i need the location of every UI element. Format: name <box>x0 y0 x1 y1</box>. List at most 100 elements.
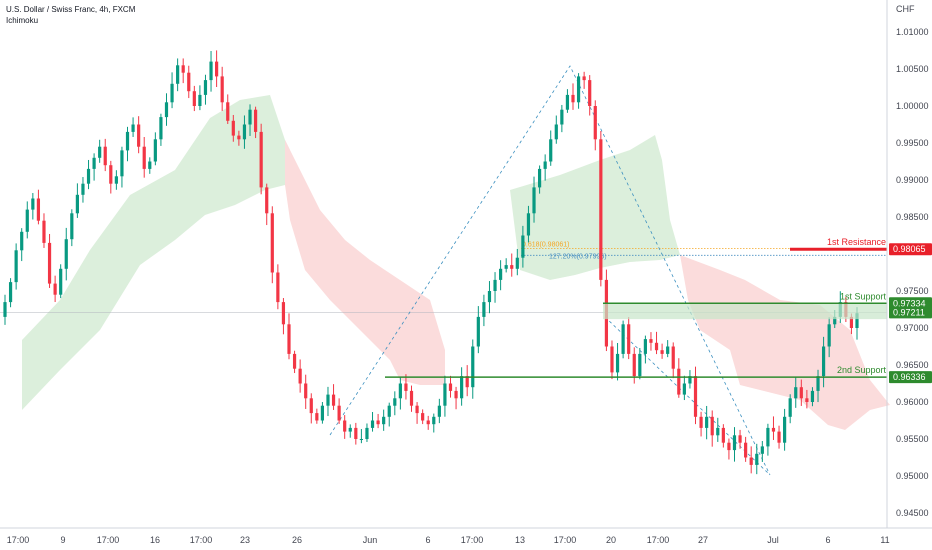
candle-body[interactable] <box>504 265 508 269</box>
candle-body[interactable] <box>181 65 185 73</box>
candle-body[interactable] <box>666 346 670 354</box>
candle-body[interactable] <box>398 383 402 399</box>
level-label-0[interactable]: 1st Resistance <box>827 237 886 247</box>
candle-body[interactable] <box>465 376 469 388</box>
x-tick-label[interactable]: 17:00 <box>7 535 30 545</box>
x-tick-label[interactable]: 6 <box>825 535 830 545</box>
x-tick-label[interactable]: 13 <box>515 535 525 545</box>
candle-body[interactable] <box>732 435 737 451</box>
level-label-2[interactable]: 2nd Support <box>837 365 887 375</box>
candle-body[interactable] <box>315 413 319 421</box>
candle-body[interactable] <box>643 339 647 354</box>
candle-body[interactable] <box>677 368 681 395</box>
candle-body[interactable] <box>471 346 475 388</box>
candle-body[interactable] <box>794 387 798 399</box>
candle-body[interactable] <box>20 231 24 251</box>
level-label-1[interactable]: 1st Support <box>840 291 887 301</box>
x-tick-label[interactable]: 9 <box>60 535 65 545</box>
candle-body[interactable] <box>788 398 792 417</box>
candle-body[interactable] <box>92 157 96 169</box>
candle-body[interactable] <box>281 302 286 325</box>
x-tick-label[interactable]: 17:00 <box>647 535 670 545</box>
candle-body[interactable] <box>31 198 35 210</box>
candle-body[interactable] <box>721 427 725 443</box>
symbol-title[interactable]: U.S. Dollar / Swiss Franc, 4h, FXCM <box>6 5 136 14</box>
candle-body[interactable] <box>638 353 642 377</box>
candle-body[interactable] <box>304 383 308 399</box>
candle-body[interactable] <box>576 76 581 103</box>
candle-body[interactable] <box>549 139 553 162</box>
indicator-label[interactable]: Ichimoku <box>6 16 39 25</box>
candle-body[interactable] <box>816 376 820 391</box>
candle-body[interactable] <box>142 146 146 169</box>
candle-body[interactable] <box>242 124 247 140</box>
x-tick-label[interactable]: 11 <box>880 535 889 545</box>
candle-body[interactable] <box>510 265 514 269</box>
candle-body[interactable] <box>198 94 202 106</box>
candle-body[interactable] <box>159 117 163 140</box>
candle-body[interactable] <box>799 387 803 399</box>
candle-body[interactable] <box>326 394 330 406</box>
candle-body[interactable] <box>75 194 79 214</box>
candle-body[interactable] <box>103 146 107 166</box>
x-tick-label[interactable]: 20 <box>606 535 616 545</box>
current-price-tag[interactable] <box>889 306 932 319</box>
candle-body[interactable] <box>354 427 358 439</box>
candle-body[interactable] <box>426 420 430 425</box>
candles[interactable] <box>3 50 859 475</box>
candle-body[interactable] <box>203 80 208 95</box>
candle-body[interactable] <box>64 239 68 269</box>
candle-body[interactable] <box>448 383 453 391</box>
candle-body[interactable] <box>220 76 224 103</box>
candle-body[interactable] <box>187 72 191 92</box>
candle-body[interactable] <box>176 65 180 84</box>
level-price-tag-1[interactable] <box>889 297 932 310</box>
candle-body[interactable] <box>515 257 519 269</box>
candle-body[interactable] <box>253 109 258 132</box>
candle-body[interactable] <box>421 413 425 421</box>
candle-body[interactable] <box>833 316 837 325</box>
candle-body[interactable] <box>783 416 787 443</box>
x-tick-label[interactable]: 17:00 <box>554 535 577 545</box>
y-tick-label[interactable]: 0.98500 <box>896 212 929 222</box>
candle-body[interactable] <box>131 124 135 132</box>
candle-body[interactable] <box>560 109 564 125</box>
candle-body[interactable] <box>615 353 620 373</box>
candle-body[interactable] <box>137 124 141 147</box>
candle-body[interactable] <box>376 420 380 425</box>
candle-body[interactable] <box>632 353 636 377</box>
y-tick-label[interactable]: 1.01000 <box>896 27 929 37</box>
x-tick-label[interactable]: 26 <box>292 535 302 545</box>
candle-body[interactable] <box>148 161 152 169</box>
x-tick-label[interactable]: 6 <box>425 535 430 545</box>
candle-body[interactable] <box>805 398 809 402</box>
candle-body[interactable] <box>337 405 341 421</box>
candle-body[interactable] <box>654 342 659 351</box>
candle-body[interactable] <box>460 376 464 399</box>
candle-body[interactable] <box>777 431 781 443</box>
candle-body[interactable] <box>727 442 731 451</box>
candle-body[interactable] <box>153 139 157 162</box>
candle-body[interactable] <box>588 80 592 106</box>
x-tick-label[interactable]: 17:00 <box>461 535 484 545</box>
candle-body[interactable] <box>170 83 174 103</box>
candle-body[interactable] <box>682 383 686 395</box>
y-tick-label[interactable]: 0.95500 <box>896 434 929 444</box>
current-price-label[interactable]: 0.97211 <box>893 307 925 317</box>
candle-body[interactable] <box>47 242 52 284</box>
candle-body[interactable] <box>499 268 503 280</box>
candle-body[interactable] <box>699 416 703 428</box>
candle-body[interactable] <box>120 150 124 177</box>
candle-body[interactable] <box>621 324 625 354</box>
candle-body[interactable] <box>738 435 742 443</box>
candle-body[interactable] <box>370 420 375 428</box>
candle-body[interactable] <box>164 102 169 118</box>
candle-body[interactable] <box>432 416 436 425</box>
x-tick-label[interactable]: Jun <box>363 535 378 545</box>
candle-body[interactable] <box>671 346 675 369</box>
candle-body[interactable] <box>454 390 458 399</box>
candle-body[interactable] <box>593 106 597 140</box>
candle-body[interactable] <box>749 457 753 465</box>
candle-body[interactable] <box>649 339 653 343</box>
y-tick-label[interactable]: 0.99500 <box>896 138 929 148</box>
